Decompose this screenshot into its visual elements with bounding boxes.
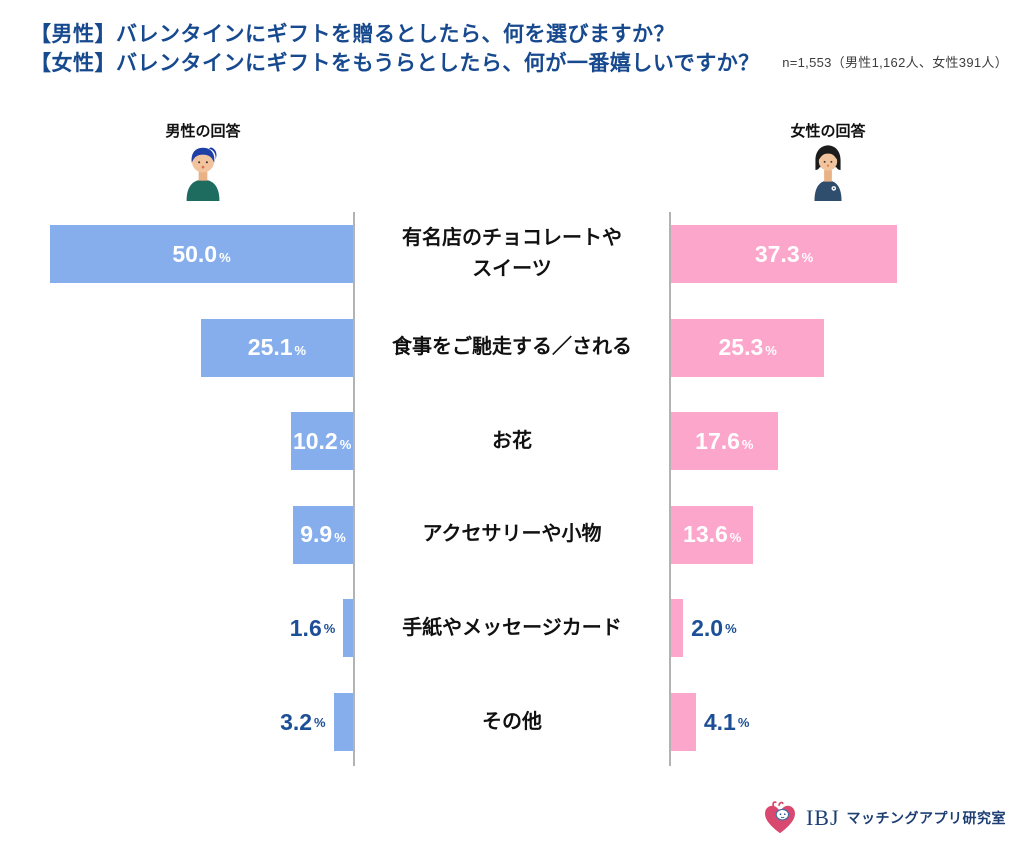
value-number: 13.6 <box>683 521 728 548</box>
value-number: 3.2 <box>280 708 313 735</box>
category-label: 手紙やメッセージカード <box>402 616 622 639</box>
male-axis-line <box>353 212 355 766</box>
female-avatar-icon <box>814 145 842 201</box>
male-bar: 25.1% <box>200 318 353 377</box>
page-title-line1: 【男性】バレンタインにギフトを贈るとしたら、何を選びますか？ <box>30 23 675 46</box>
percent-sign: % <box>294 343 307 359</box>
female-bar: 13.6% <box>671 505 754 564</box>
category-label: 有名店のチョコレートや スイーツ <box>402 227 622 280</box>
brand-suffix: マッチングアプリ研究室 <box>846 810 1006 826</box>
brand-name: IBJ <box>805 805 840 830</box>
female-bar <box>671 599 684 658</box>
brand-footer: IBJ マッチングアプリ研究室 <box>761 799 1006 837</box>
percent-sign: % <box>737 714 750 730</box>
sample-size-note: n=1,553（男性1,162人、女性391人） <box>782 55 1008 70</box>
female-value-label: 13.6% <box>683 521 741 548</box>
value-number: 9.9 <box>300 521 333 548</box>
male-bar: 10.2% <box>291 412 353 471</box>
female-value-label: 2.0% <box>691 599 737 657</box>
female-value-label: 25.3% <box>718 334 776 361</box>
value-number: 50.0 <box>172 240 218 267</box>
percent-sign: % <box>334 530 346 546</box>
male-bar: 50.0% <box>50 225 353 283</box>
male-bar <box>343 599 353 658</box>
female-axis-line <box>669 212 671 766</box>
male-value-label: 3.2% <box>280 693 326 751</box>
female-column-label: 女性の回答 <box>790 123 866 140</box>
category-label: アクセサリーや小物 <box>422 523 602 546</box>
value-number: 37.3 <box>754 240 800 267</box>
female-value-label: 4.1% <box>704 693 750 751</box>
male-value-label: 10.2% <box>293 428 351 455</box>
value-number: 25.3 <box>718 334 764 361</box>
male-value-label: 9.9% <box>300 521 346 548</box>
female-bar: 37.3% <box>671 225 898 283</box>
page-title-line2: 【女性】バレンタインにギフトをもうらとしたら、何が一番嬉しいですか？ <box>30 52 760 75</box>
male-column-label: 男性の回答 <box>165 123 241 140</box>
percent-sign: % <box>725 620 737 636</box>
female-bar <box>671 693 696 751</box>
category-label: お花 <box>492 429 532 452</box>
percent-sign: % <box>323 620 336 636</box>
value-number: 1.6 <box>289 614 322 641</box>
ibj-heart-logo-icon <box>764 801 795 834</box>
value-number: 2.0 <box>691 614 724 641</box>
value-number: 25.1 <box>247 334 293 361</box>
value-number: 10.2 <box>292 427 338 454</box>
male-bar <box>333 693 353 751</box>
male-value-label: 25.1% <box>248 334 306 361</box>
percent-sign: % <box>314 714 326 730</box>
value-number: 4.1 <box>703 708 736 735</box>
percent-sign: % <box>741 436 754 452</box>
percent-sign: % <box>801 249 814 265</box>
male-value-label: 50.0% <box>172 241 230 268</box>
male-bar: 9.9% <box>293 505 353 564</box>
value-number: 17.6 <box>695 427 740 454</box>
percent-sign: % <box>219 249 231 265</box>
male-avatar-icon <box>186 147 220 201</box>
female-value-label: 37.3% <box>755 241 813 268</box>
female-value-label: 17.6% <box>695 428 753 455</box>
female-bar: 25.3% <box>671 318 825 377</box>
male-value-label: 1.6% <box>290 599 336 657</box>
female-bar: 17.6% <box>671 412 778 471</box>
category-label: その他 <box>482 710 542 733</box>
page-title: 【男性】バレンタインにギフトを贈るとしたら、何を選びますか？ 【女性】バレンタイ… <box>30 20 760 78</box>
percent-sign: % <box>729 530 742 546</box>
category-label: 食事をご馳走する／される <box>392 336 632 359</box>
percent-sign: % <box>339 436 352 452</box>
percent-sign: % <box>765 343 777 359</box>
